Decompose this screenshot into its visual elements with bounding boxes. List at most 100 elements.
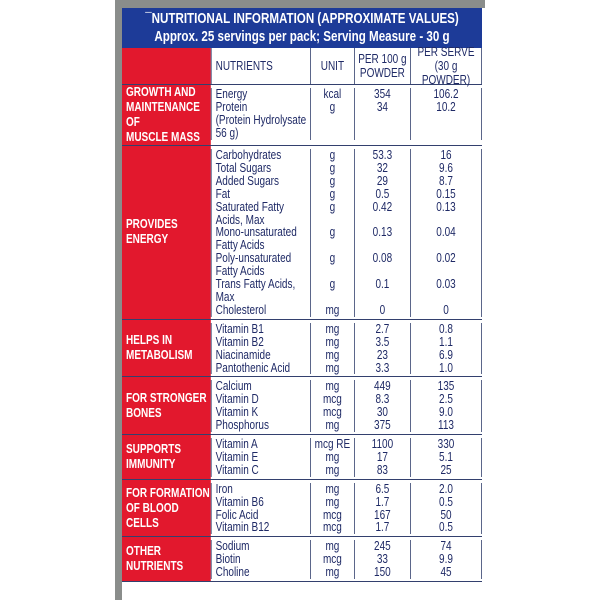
nutrient-name: Vitamin A: [210, 438, 310, 451]
nutrient-perserve: 25: [410, 463, 482, 477]
nutrient-per100: 32: [354, 162, 410, 175]
nutrient-unit: kcal: [310, 88, 354, 101]
nutrient-per100: 0.13: [354, 226, 410, 253]
nutrient-name: Vitamin B12: [210, 521, 310, 535]
nutrient-name: Trans Fatty Acids, Max: [210, 278, 310, 304]
nutrient-per100: 33: [354, 553, 410, 567]
nutrient-perserve: 2.5: [410, 393, 482, 407]
nutrient-per100: 1100: [354, 438, 410, 451]
nutrient-unit: g: [310, 174, 354, 188]
nutrient-perserve: 0.13: [410, 200, 482, 227]
nutrient-per100: 2.7: [354, 322, 410, 336]
nutrient-unit: g: [310, 200, 354, 227]
nutrient-perserve: 0.02: [410, 252, 482, 279]
nutrient-row: Cholesterol mg 0 0: [210, 303, 482, 317]
title-line-2: Approx. 25 servings per pack; Serving Me…: [154, 29, 450, 45]
nutrient-unit: g: [310, 226, 354, 253]
nutrient-perserve: 1.0: [410, 361, 482, 375]
nutrient-unit: mcg: [310, 508, 354, 522]
nutrient-row: Poly-unsaturated Fatty Acids g 0.08 0.02: [210, 252, 482, 279]
section-label: FOR STRONGER BONES: [122, 377, 211, 435]
nutrient-name: Mono-unsaturated Fatty Acids: [210, 226, 310, 253]
nutrient-name: Sodium: [210, 540, 310, 554]
nutrient-per100: 23: [354, 348, 410, 362]
nutrient-perserve: 8.7: [410, 174, 482, 188]
nutrient-name: Carbohydrates: [210, 149, 310, 162]
nutrient-per100: 6.5: [354, 482, 410, 496]
nutrient-unit: mg: [310, 495, 354, 509]
nutrient-row: Trans Fatty Acids, Max g 0.1 0.03: [210, 278, 482, 304]
nutrient-row: Pantothenic Acid mg 3.3 1.0: [210, 361, 482, 375]
nutrient-perserve: 6.9: [410, 348, 482, 362]
nutrient-name: Vitamin B1: [210, 322, 310, 336]
nutrient-per100: 53.3: [354, 149, 410, 162]
nutrient-unit: mg: [310, 482, 354, 496]
nutrient-row: Iron mg 6.5 2.0: [210, 482, 482, 496]
section-row: SUPPORTS IMMUNITY Vitamin A mcg RE 1100 …: [122, 435, 482, 480]
nutrient-row: Vitamin B12 mcg 1.7 0.5: [210, 521, 482, 535]
section-label: PROVIDES ENERGY: [122, 146, 211, 319]
nutrient-row: Vitamin B1 mg 2.7 0.8: [210, 322, 482, 336]
section-row: GROWTH AND MAINTENANCE OF MUSCLE MASS En…: [122, 85, 482, 146]
nutrient-perserve: 0: [410, 303, 482, 317]
nutrient-perserve: 0.15: [410, 187, 482, 201]
nutrient-name: Choline: [210, 566, 310, 580]
nutrient-per100: 0.5: [354, 187, 410, 201]
nutrient-row: Added Sugars g 29 8.7: [210, 174, 482, 188]
column-header-row: NUTRIENTS UNIT PER 100 g POWDER PER SERV…: [122, 45, 482, 87]
nutrient-name: Protein (Protein Hydrolysate 56 g): [210, 101, 310, 140]
background-band-top: [115, 0, 485, 8]
nutrient-name: Vitamin B6: [210, 495, 310, 509]
nutrient-row: Carbohydrates g 53.3 16: [210, 149, 482, 162]
nutrient-row: Sodium mg 245 74: [210, 540, 482, 554]
nutrient-row: Vitamin C mg 83 25: [210, 463, 482, 477]
nutrient-row: Saturated Fatty Acids, Max g 0.42 0.13: [210, 200, 482, 227]
nutrient-perserve: 2.0: [410, 482, 482, 496]
nutrient-name: Vitamin D: [210, 393, 310, 407]
nutrient-perserve: 74: [410, 540, 482, 554]
nutrient-row: Vitamin D mcg 8.3 2.5: [210, 393, 482, 407]
nutrient-unit: mg: [310, 566, 354, 580]
nutrient-unit: g: [310, 149, 354, 162]
section-row: HELPS IN METABOLISM Vitamin B1 mg 2.7 0.…: [122, 319, 482, 378]
nutrient-unit: mg: [310, 303, 354, 317]
nutrient-perserve: 9.9: [410, 553, 482, 567]
nutrient-perserve: 1.1: [410, 335, 482, 349]
nutrient-name: Vitamin E: [210, 451, 310, 464]
nutrient-per100: 0.42: [354, 200, 410, 227]
nutrient-name: Phosphorus: [210, 419, 310, 433]
section-label: SUPPORTS IMMUNITY: [122, 435, 211, 479]
nutrient-name: Vitamin B2: [210, 335, 310, 349]
nutrient-unit: g: [310, 278, 354, 304]
nutrient-per100: 0.1: [354, 278, 410, 304]
nutrient-per100: 150: [354, 566, 410, 580]
nutrient-row: Fat g 0.5 0.15: [210, 187, 482, 201]
nutrient-name: Energy: [210, 88, 310, 101]
section-row: FOR FORMATION OF BLOOD CELLS Iron mg 6.5…: [122, 479, 482, 538]
nutrient-row: Vitamin B2 mg 3.5 1.1: [210, 335, 482, 349]
nutrient-per100: 1.7: [354, 521, 410, 535]
nutrient-name: Niacinamide: [210, 348, 310, 362]
nutrient-perserve: 9.0: [410, 406, 482, 420]
header-nutrients: NUTRIENTS: [210, 48, 310, 84]
nutrient-unit: mg: [310, 419, 354, 433]
nutrient-perserve: 0.5: [410, 495, 482, 509]
nutrient-unit: mg: [310, 335, 354, 349]
nutrient-per100: 83: [354, 463, 410, 477]
header-blank-cell: [122, 48, 211, 84]
nutrient-row: Vitamin A mcg RE 1100 330: [210, 438, 482, 451]
nutrient-unit: g: [310, 162, 354, 175]
header-perserve: PER SERVE (30 g POWDER): [410, 45, 482, 87]
nutrient-row: Vitamin B6 mg 1.7 0.5: [210, 495, 482, 509]
nutrient-unit: mg: [310, 463, 354, 477]
nutrient-row: Phosphorus mg 375 113: [210, 419, 482, 433]
nutrient-perserve: 0.8: [410, 322, 482, 336]
nutrient-perserve: 106.2: [410, 88, 482, 101]
nutrient-row: Biotin mcg 33 9.9: [210, 553, 482, 567]
nutrient-per100: 30: [354, 406, 410, 420]
nutrient-perserve: 9.6: [410, 162, 482, 175]
nutrient-name: Saturated Fatty Acids, Max: [210, 200, 310, 227]
nutrient-name: Fat: [210, 187, 310, 201]
header-unit: UNIT: [310, 48, 354, 84]
nutrient-row: Vitamin E mg 17 5.1: [210, 451, 482, 464]
